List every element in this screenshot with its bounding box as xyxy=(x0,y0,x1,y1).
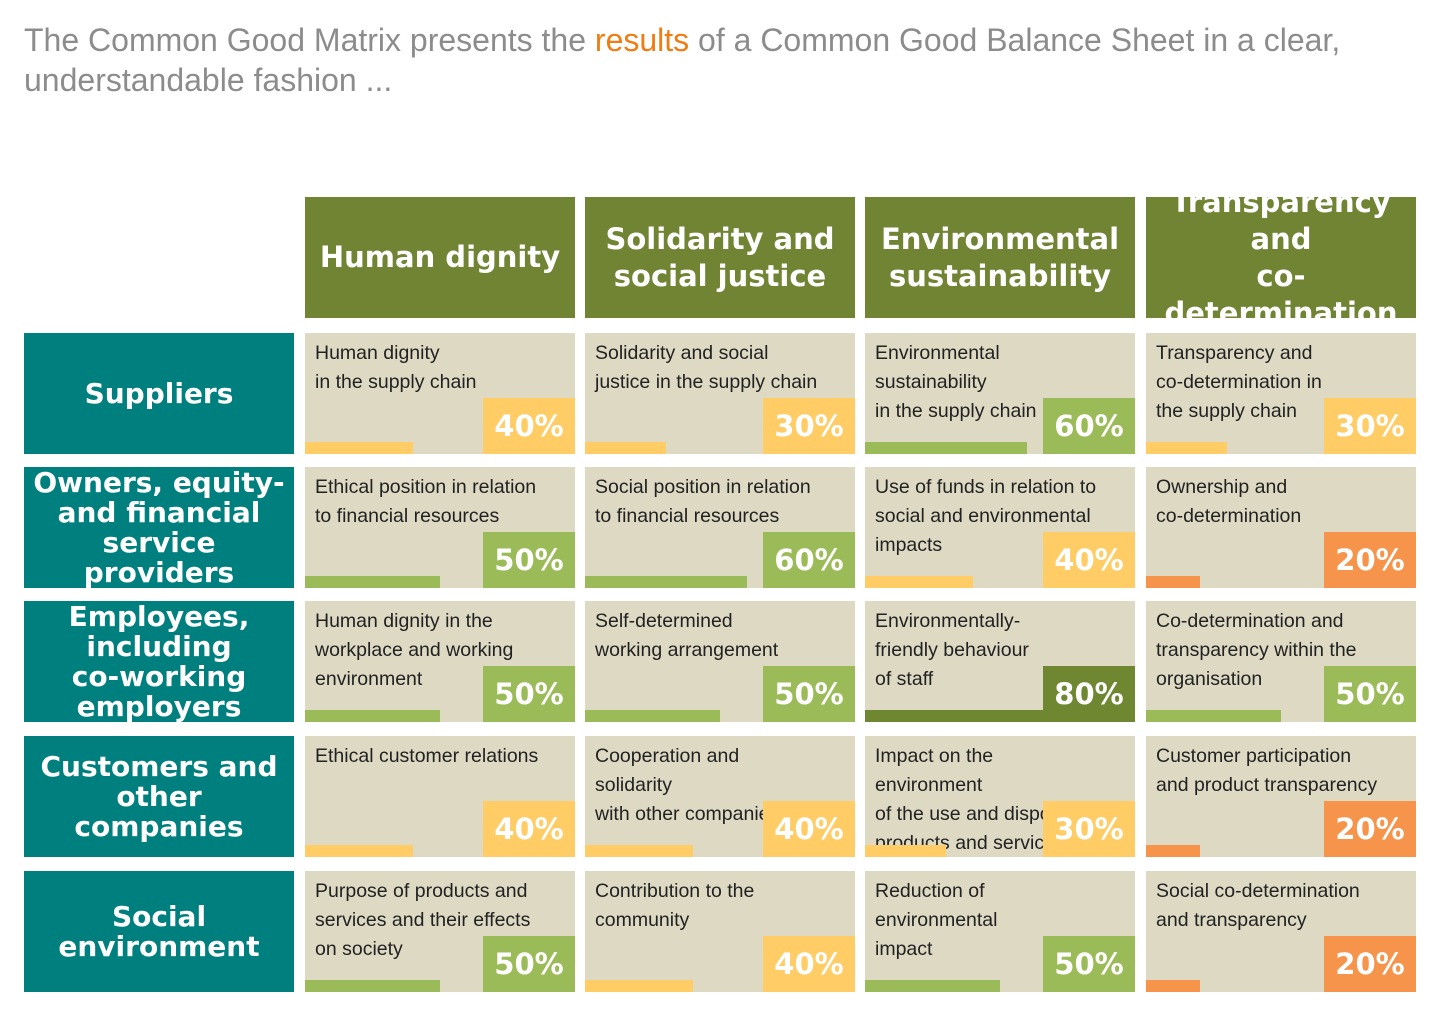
column-header: Solidarity and social justice xyxy=(585,197,855,318)
score-bar xyxy=(865,845,946,857)
score-bar xyxy=(1146,845,1200,857)
cell-topic: Contribution to the community xyxy=(595,880,755,931)
score-badge: 30% xyxy=(763,398,855,454)
cell-topic: Ownership and co-determination xyxy=(1156,476,1302,527)
score-bar xyxy=(1146,710,1281,722)
cell-topic: Reduction of environmental impact xyxy=(875,880,998,960)
matrix-cell: Impact on the environment of the use and… xyxy=(865,736,1135,857)
score-bar xyxy=(865,442,1027,454)
score-bar xyxy=(585,576,747,588)
cell-topic: Use of funds in relation to social and e… xyxy=(875,476,1097,556)
score-badge: 50% xyxy=(483,532,575,588)
cell-topic: Ethical customer relations xyxy=(315,745,539,767)
column-header: Environmental sustainability xyxy=(865,197,1135,318)
matrix-cell: Ethical customer relations 40% xyxy=(305,736,575,857)
row-header: Owners, equity- and financial service pr… xyxy=(24,467,294,588)
matrix-cell: Social position in relation to financial… xyxy=(585,467,855,588)
score-bar xyxy=(585,845,693,857)
headline: The Common Good Matrix presents the resu… xyxy=(24,20,1424,100)
matrix-cell: Contribution to the community 40% xyxy=(585,871,855,992)
score-bar xyxy=(865,710,1081,722)
matrix-cell: Solidarity and social justice in the sup… xyxy=(585,333,855,454)
score-bar xyxy=(1146,576,1200,588)
column-header: Transparency and co-determination xyxy=(1146,185,1416,330)
score-badge: 50% xyxy=(1043,936,1135,992)
cell-topic: Self-determined working arrangement xyxy=(595,610,779,661)
score-bar xyxy=(1146,980,1200,992)
score-bar xyxy=(865,980,1000,992)
score-badge: 40% xyxy=(1043,532,1135,588)
score-bar xyxy=(1146,442,1227,454)
matrix-cell: Cooperation and solidarity with other co… xyxy=(585,736,855,857)
score-badge: 20% xyxy=(1324,801,1416,857)
cell-topic: Environmentally- friendly behaviour of s… xyxy=(875,610,1029,690)
matrix-cell: Purpose of products and services and the… xyxy=(305,871,575,992)
score-bar xyxy=(865,576,973,588)
matrix-cell: Environmental sustainability in the supp… xyxy=(865,333,1135,454)
score-badge: 30% xyxy=(1324,398,1416,454)
score-badge: 50% xyxy=(483,666,575,722)
column-header: Human dignity xyxy=(305,197,575,318)
score-badge: 30% xyxy=(1043,801,1135,857)
row-header: Social environment xyxy=(24,871,294,992)
score-badge: 40% xyxy=(483,398,575,454)
matrix-cell: Co-determination and transparency within… xyxy=(1146,601,1416,722)
matrix-cell: Human dignity in the workplace and worki… xyxy=(305,601,575,722)
cell-topic: Co-determination and transparency within… xyxy=(1156,610,1357,690)
matrix-cell: Self-determined working arrangement 50% xyxy=(585,601,855,722)
score-bar xyxy=(305,442,413,454)
score-bar xyxy=(305,845,413,857)
cell-topic: Social position in relation to financial… xyxy=(595,476,811,527)
matrix-cell: Environmentally- friendly behaviour of s… xyxy=(865,601,1135,722)
matrix-cell: Social co-determination and transparency… xyxy=(1146,871,1416,992)
score-badge: 50% xyxy=(1324,666,1416,722)
score-badge: 50% xyxy=(483,936,575,992)
headline-text-before: The Common Good Matrix presents the xyxy=(24,22,595,58)
cell-topic: Solidarity and social justice in the sup… xyxy=(595,342,818,393)
score-badge: 20% xyxy=(1324,532,1416,588)
cell-topic: Environmental sustainability in the supp… xyxy=(875,342,1037,422)
matrix-cell: Use of funds in relation to social and e… xyxy=(865,467,1135,588)
score-badge: 80% xyxy=(1043,666,1135,722)
score-bar xyxy=(305,710,440,722)
score-badge: 60% xyxy=(1043,398,1135,454)
matrix-cell: Customer participation and product trans… xyxy=(1146,736,1416,857)
score-badge: 40% xyxy=(483,801,575,857)
headline-text-after: of a Common Good Balance Sheet in a clea… xyxy=(24,22,1341,98)
matrix-cell: Ethical position in relation to financia… xyxy=(305,467,575,588)
score-bar xyxy=(305,576,440,588)
matrix-cell: Transparency and co-determination in the… xyxy=(1146,333,1416,454)
row-header: Employees, including co-working employer… xyxy=(24,601,294,722)
cell-topic: Cooperation and solidarity with other co… xyxy=(595,745,780,825)
cell-topic: Social co-determination and transparency xyxy=(1156,880,1360,931)
cell-topic: Purpose of products and services and the… xyxy=(315,880,531,960)
score-bar xyxy=(585,442,666,454)
cell-topic: Transparency and co-determination in the… xyxy=(1156,342,1322,422)
matrix-cell: Ownership and co-determination 20% xyxy=(1146,467,1416,588)
matrix-cell: Human dignity in the supply chain 40% xyxy=(305,333,575,454)
score-bar xyxy=(585,980,693,992)
cell-topic: Customer participation and product trans… xyxy=(1156,745,1378,796)
row-header: Suppliers xyxy=(24,333,294,454)
score-badge: 40% xyxy=(763,936,855,992)
cell-topic: Human dignity in the workplace and worki… xyxy=(315,610,514,690)
cell-topic: Human dignity in the supply chain xyxy=(315,342,477,393)
score-badge: 20% xyxy=(1324,936,1416,992)
score-bar xyxy=(305,980,440,992)
cell-topic: Ethical position in relation to financia… xyxy=(315,476,537,527)
matrix-cell: Reduction of environmental impact 50% xyxy=(865,871,1135,992)
score-bar xyxy=(585,710,720,722)
score-badge: 40% xyxy=(763,801,855,857)
score-badge: 50% xyxy=(763,666,855,722)
score-badge: 60% xyxy=(763,532,855,588)
headline-highlight: results xyxy=(594,22,690,58)
row-header: Customers and other companies xyxy=(24,736,294,857)
